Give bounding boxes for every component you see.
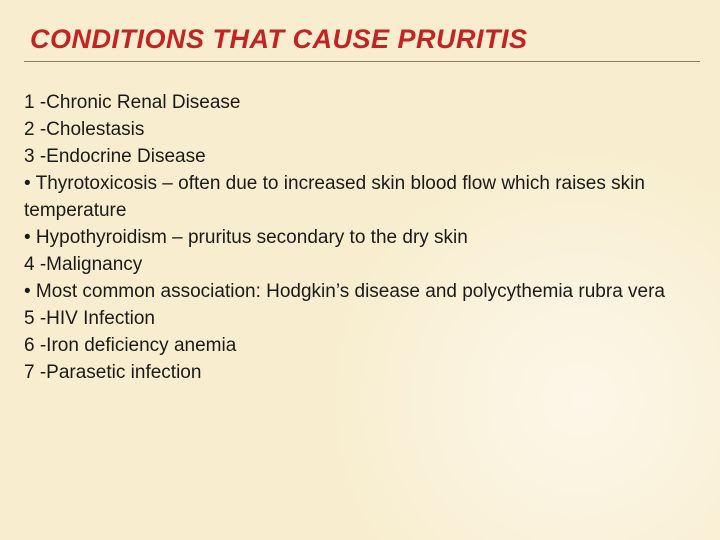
body-line: • Hypothyroidism – pruritus secondary to… (24, 225, 700, 252)
slide-title: CONDITIONS THAT CAUSE PRURITIS (30, 24, 700, 55)
body-line: • Most common association: Hodgkin’s dis… (24, 279, 700, 306)
body-line: 6 -Iron deficiency anemia (24, 333, 700, 360)
body-line: 7 -Parasetic infection (24, 360, 700, 387)
body-line: 5 -HIV Infection (24, 306, 700, 333)
body-line: 1 -Chronic Renal Disease (24, 90, 700, 117)
slide-container: CONDITIONS THAT CAUSE PRURITIS 1 -Chroni… (0, 0, 720, 540)
body-line: • Thyrotoxicosis – often due to increase… (24, 171, 700, 225)
title-underline (24, 61, 700, 62)
body-line: 4 -Malignancy (24, 252, 700, 279)
body-line: 3 -Endocrine Disease (24, 144, 700, 171)
slide-body: 1 -Chronic Renal Disease 2 -Cholestasis … (24, 90, 700, 387)
body-line: 2 -Cholestasis (24, 117, 700, 144)
